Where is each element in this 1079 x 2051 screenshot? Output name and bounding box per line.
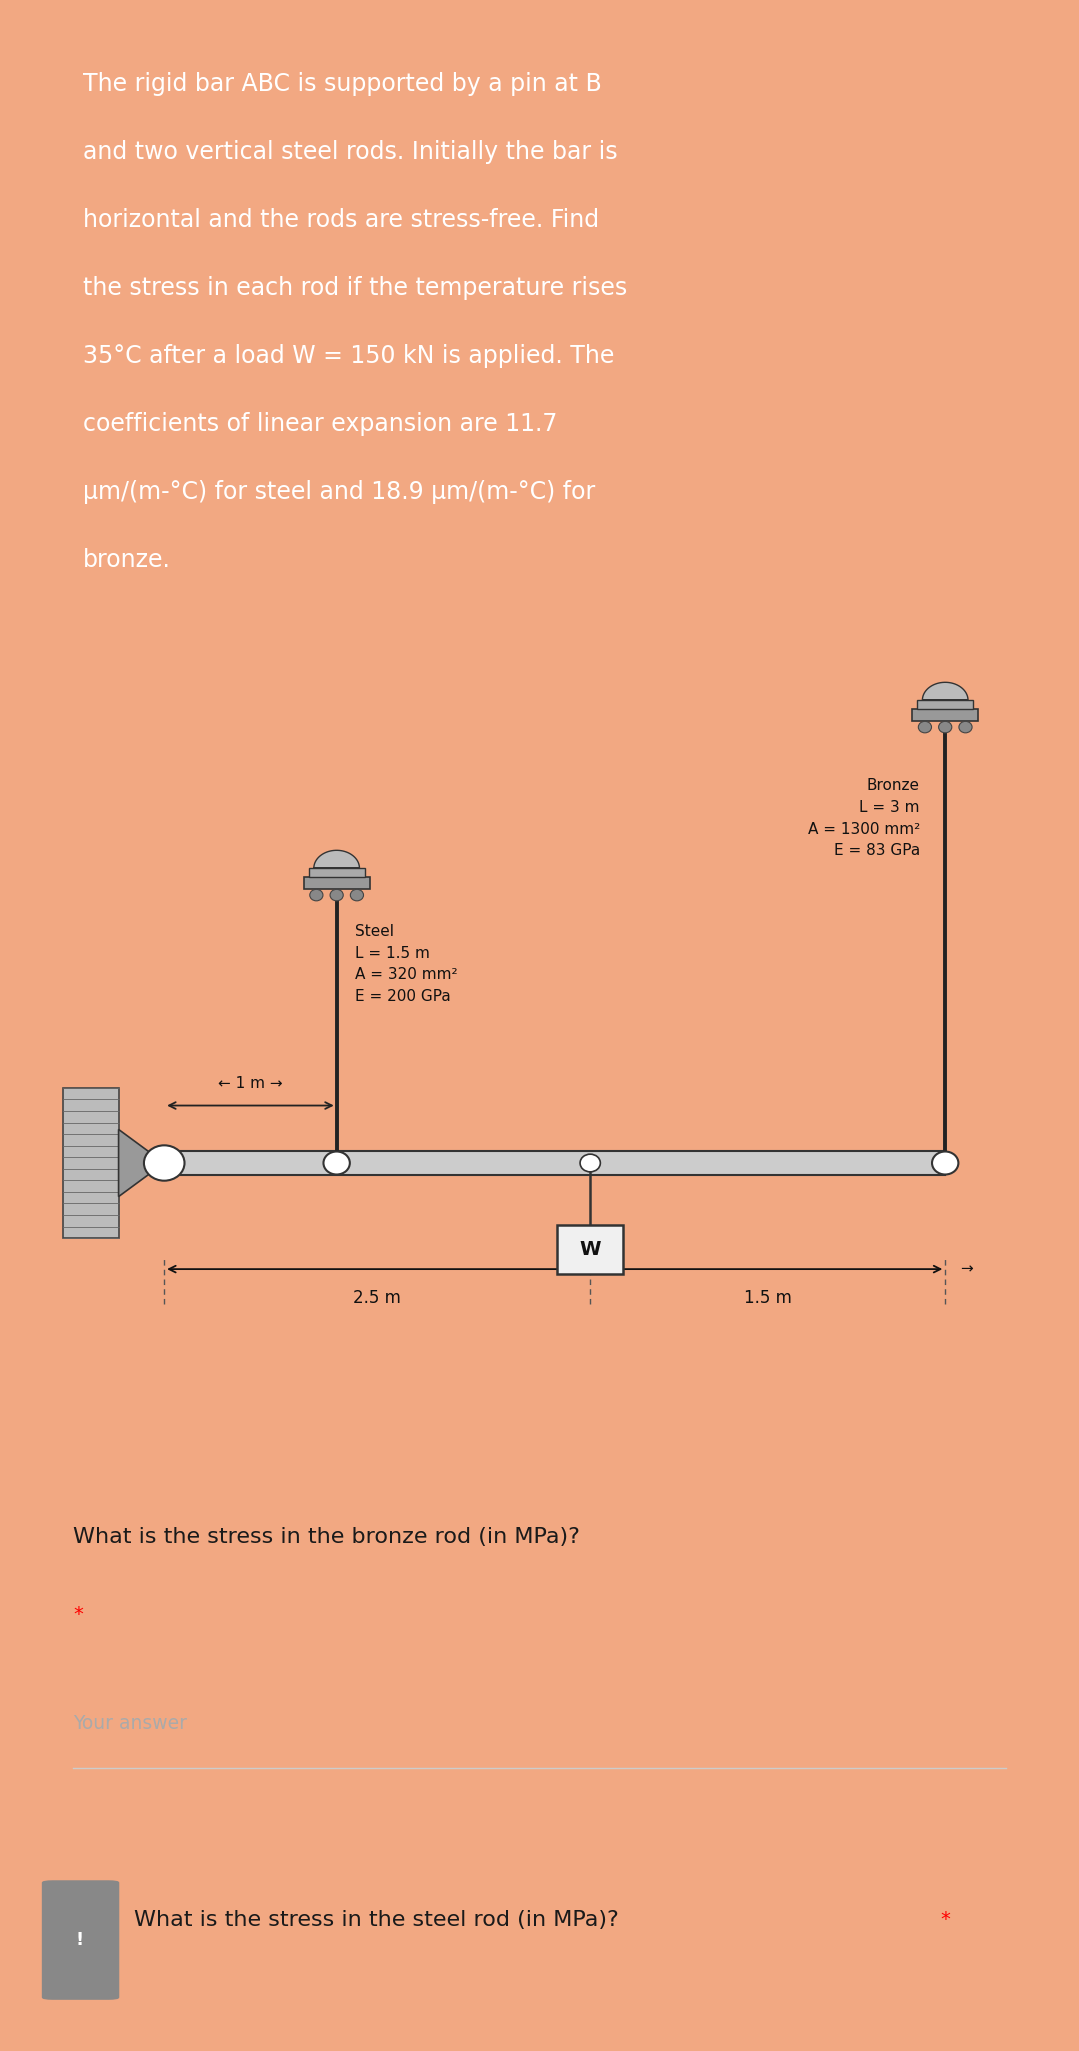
Text: 2.5 m: 2.5 m: [353, 1288, 401, 1306]
Text: *: *: [940, 1909, 950, 1930]
Circle shape: [959, 722, 972, 732]
Text: The rigid bar ABC is supported by a pin at B: The rigid bar ABC is supported by a pin …: [83, 72, 602, 96]
Bar: [309, 868, 365, 878]
Text: What is the stress in the steel rod (in MPa)?: What is the stress in the steel rod (in …: [134, 1909, 618, 1930]
Circle shape: [351, 890, 364, 900]
Text: coefficients of linear expansion are 11.7: coefficients of linear expansion are 11.…: [83, 412, 558, 435]
Text: μm/(m-°C) for steel and 18.9 μm/(m-°C) for: μm/(m-°C) for steel and 18.9 μm/(m-°C) f…: [83, 480, 596, 505]
Circle shape: [581, 1155, 600, 1171]
Text: W: W: [579, 1239, 601, 1259]
Circle shape: [939, 722, 952, 732]
Bar: [557, 1224, 624, 1274]
Text: horizontal and the rods are stress-free. Find: horizontal and the rods are stress-free.…: [83, 207, 599, 232]
Circle shape: [324, 1151, 350, 1175]
Circle shape: [144, 1144, 185, 1181]
Bar: [164, 1151, 945, 1175]
Text: Steel
L = 1.5 m
A = 320 mm²
E = 200 GPa: Steel L = 1.5 m A = 320 mm² E = 200 GPa: [355, 925, 457, 1005]
Text: Bronze
L = 3 m
A = 1300 mm²
E = 83 GPa: Bronze L = 3 m A = 1300 mm² E = 83 GPa: [807, 779, 919, 857]
Text: Your answer: Your answer: [73, 1715, 187, 1733]
Text: bronze.: bronze.: [83, 548, 170, 572]
Text: 1.5 m: 1.5 m: [743, 1288, 792, 1306]
Polygon shape: [923, 683, 968, 699]
Circle shape: [330, 890, 343, 900]
Bar: [63, 1087, 119, 1239]
Text: 35°C after a load W = 150 kN is applied. The: 35°C after a load W = 150 kN is applied.…: [83, 345, 614, 367]
Text: !: !: [76, 1932, 84, 1948]
Circle shape: [932, 1151, 958, 1175]
Bar: [917, 699, 973, 710]
Circle shape: [918, 722, 931, 732]
Bar: [303, 878, 370, 888]
Text: What is the stress in the bronze rod (in MPa)?: What is the stress in the bronze rod (in…: [73, 1528, 579, 1549]
Circle shape: [310, 890, 323, 900]
Bar: [912, 710, 979, 720]
FancyBboxPatch shape: [42, 1881, 119, 2000]
Polygon shape: [314, 851, 359, 868]
Text: ← 1 m →: ← 1 m →: [218, 1075, 283, 1091]
Polygon shape: [119, 1130, 164, 1196]
Text: the stress in each rod if the temperature rises: the stress in each rod if the temperatur…: [83, 277, 627, 299]
Text: →: →: [960, 1261, 973, 1276]
Text: *: *: [73, 1606, 83, 1624]
Text: and two vertical steel rods. Initially the bar is: and two vertical steel rods. Initially t…: [83, 139, 617, 164]
